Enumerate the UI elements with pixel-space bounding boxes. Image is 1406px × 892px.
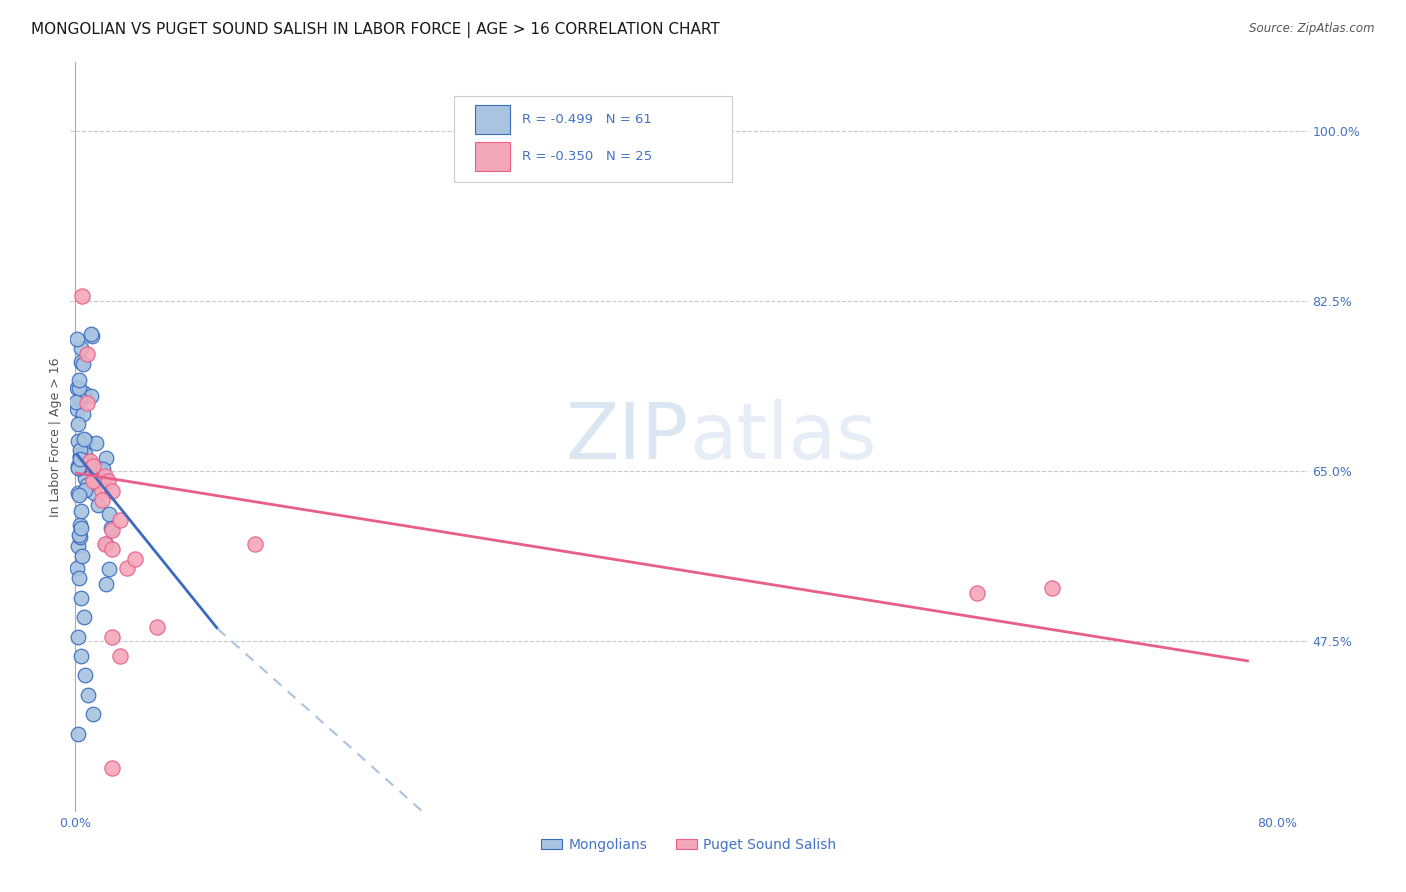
Point	[66, 417, 89, 432]
Point	[86, 474, 108, 488]
Point	[82, 459, 104, 474]
Point	[67, 460, 90, 475]
Point	[75, 483, 97, 497]
Point	[66, 486, 89, 500]
Point	[66, 434, 89, 448]
Point	[69, 530, 91, 544]
Point	[146, 620, 169, 634]
Point	[73, 446, 96, 460]
Point	[76, 347, 98, 361]
Point	[124, 551, 146, 566]
Point	[82, 474, 104, 488]
Bar	[475, 105, 509, 134]
Point	[75, 471, 97, 485]
Point	[98, 562, 121, 576]
Point	[72, 289, 94, 303]
Point	[65, 395, 87, 409]
Bar	[475, 142, 509, 170]
Text: R = -0.499   N = 61: R = -0.499 N = 61	[522, 113, 652, 126]
Point	[101, 483, 124, 498]
Point	[69, 355, 91, 369]
Point	[72, 357, 94, 371]
Point	[66, 630, 89, 644]
Point	[69, 449, 91, 463]
Text: ZIP: ZIP	[567, 399, 689, 475]
Point	[66, 401, 89, 416]
Y-axis label: In Labor Force | Age > 16: In Labor Force | Age > 16	[49, 358, 62, 516]
Point	[84, 435, 107, 450]
Point	[69, 392, 91, 406]
Point	[96, 577, 118, 591]
Point	[245, 537, 267, 551]
Point	[89, 461, 111, 475]
Point	[100, 521, 122, 535]
Point	[91, 462, 114, 476]
Point	[966, 586, 988, 600]
Text: atlas: atlas	[689, 399, 876, 475]
Point	[67, 458, 90, 473]
Point	[80, 389, 103, 403]
Point	[101, 541, 124, 556]
Point	[1040, 581, 1063, 595]
Text: R = -0.350   N = 25: R = -0.350 N = 25	[522, 150, 652, 163]
Point	[76, 478, 98, 492]
Point	[82, 329, 104, 343]
Point	[66, 727, 89, 741]
Point	[101, 761, 124, 775]
Point	[75, 434, 97, 449]
Point	[96, 537, 118, 551]
Point	[66, 561, 89, 575]
Point	[90, 493, 112, 508]
Point	[69, 648, 91, 663]
Point	[97, 474, 120, 488]
Point	[69, 452, 91, 467]
Point	[72, 407, 94, 421]
Point	[83, 486, 105, 500]
Point	[80, 326, 103, 341]
Point	[87, 498, 110, 512]
Point	[77, 688, 100, 702]
Point	[70, 504, 93, 518]
Point	[67, 539, 90, 553]
Legend: Mongolians, Puget Sound Salish: Mongolians, Puget Sound Salish	[536, 832, 842, 857]
Text: Source: ZipAtlas.com: Source: ZipAtlas.com	[1250, 22, 1375, 36]
Point	[101, 630, 124, 644]
Point	[67, 381, 90, 395]
Point	[70, 549, 93, 563]
Point	[67, 528, 90, 542]
Point	[108, 648, 131, 663]
Point	[94, 469, 117, 483]
Point	[69, 443, 91, 458]
Point	[73, 386, 96, 401]
Point	[97, 508, 120, 522]
Point	[79, 454, 101, 468]
Text: MONGOLIAN VS PUGET SOUND SALISH IN LABOR FORCE | AGE > 16 CORRELATION CHART: MONGOLIAN VS PUGET SOUND SALISH IN LABOR…	[31, 22, 720, 38]
Point	[75, 668, 97, 682]
Point	[69, 450, 91, 464]
Point	[73, 610, 96, 624]
Point	[67, 373, 90, 387]
Point	[67, 460, 90, 475]
Point	[67, 488, 90, 502]
Point	[70, 341, 93, 355]
Point	[69, 591, 91, 605]
Point	[76, 396, 98, 410]
Point	[108, 513, 131, 527]
Point	[66, 381, 89, 395]
Point	[101, 523, 124, 537]
Point	[67, 571, 90, 585]
Point	[72, 433, 94, 447]
FancyBboxPatch shape	[454, 96, 733, 182]
Point	[70, 521, 93, 535]
Point	[66, 332, 89, 346]
Point	[69, 517, 91, 532]
Point	[94, 451, 117, 466]
Point	[82, 707, 104, 722]
Point	[90, 483, 112, 498]
Point	[69, 458, 91, 472]
Point	[94, 537, 117, 551]
Point	[117, 561, 139, 575]
